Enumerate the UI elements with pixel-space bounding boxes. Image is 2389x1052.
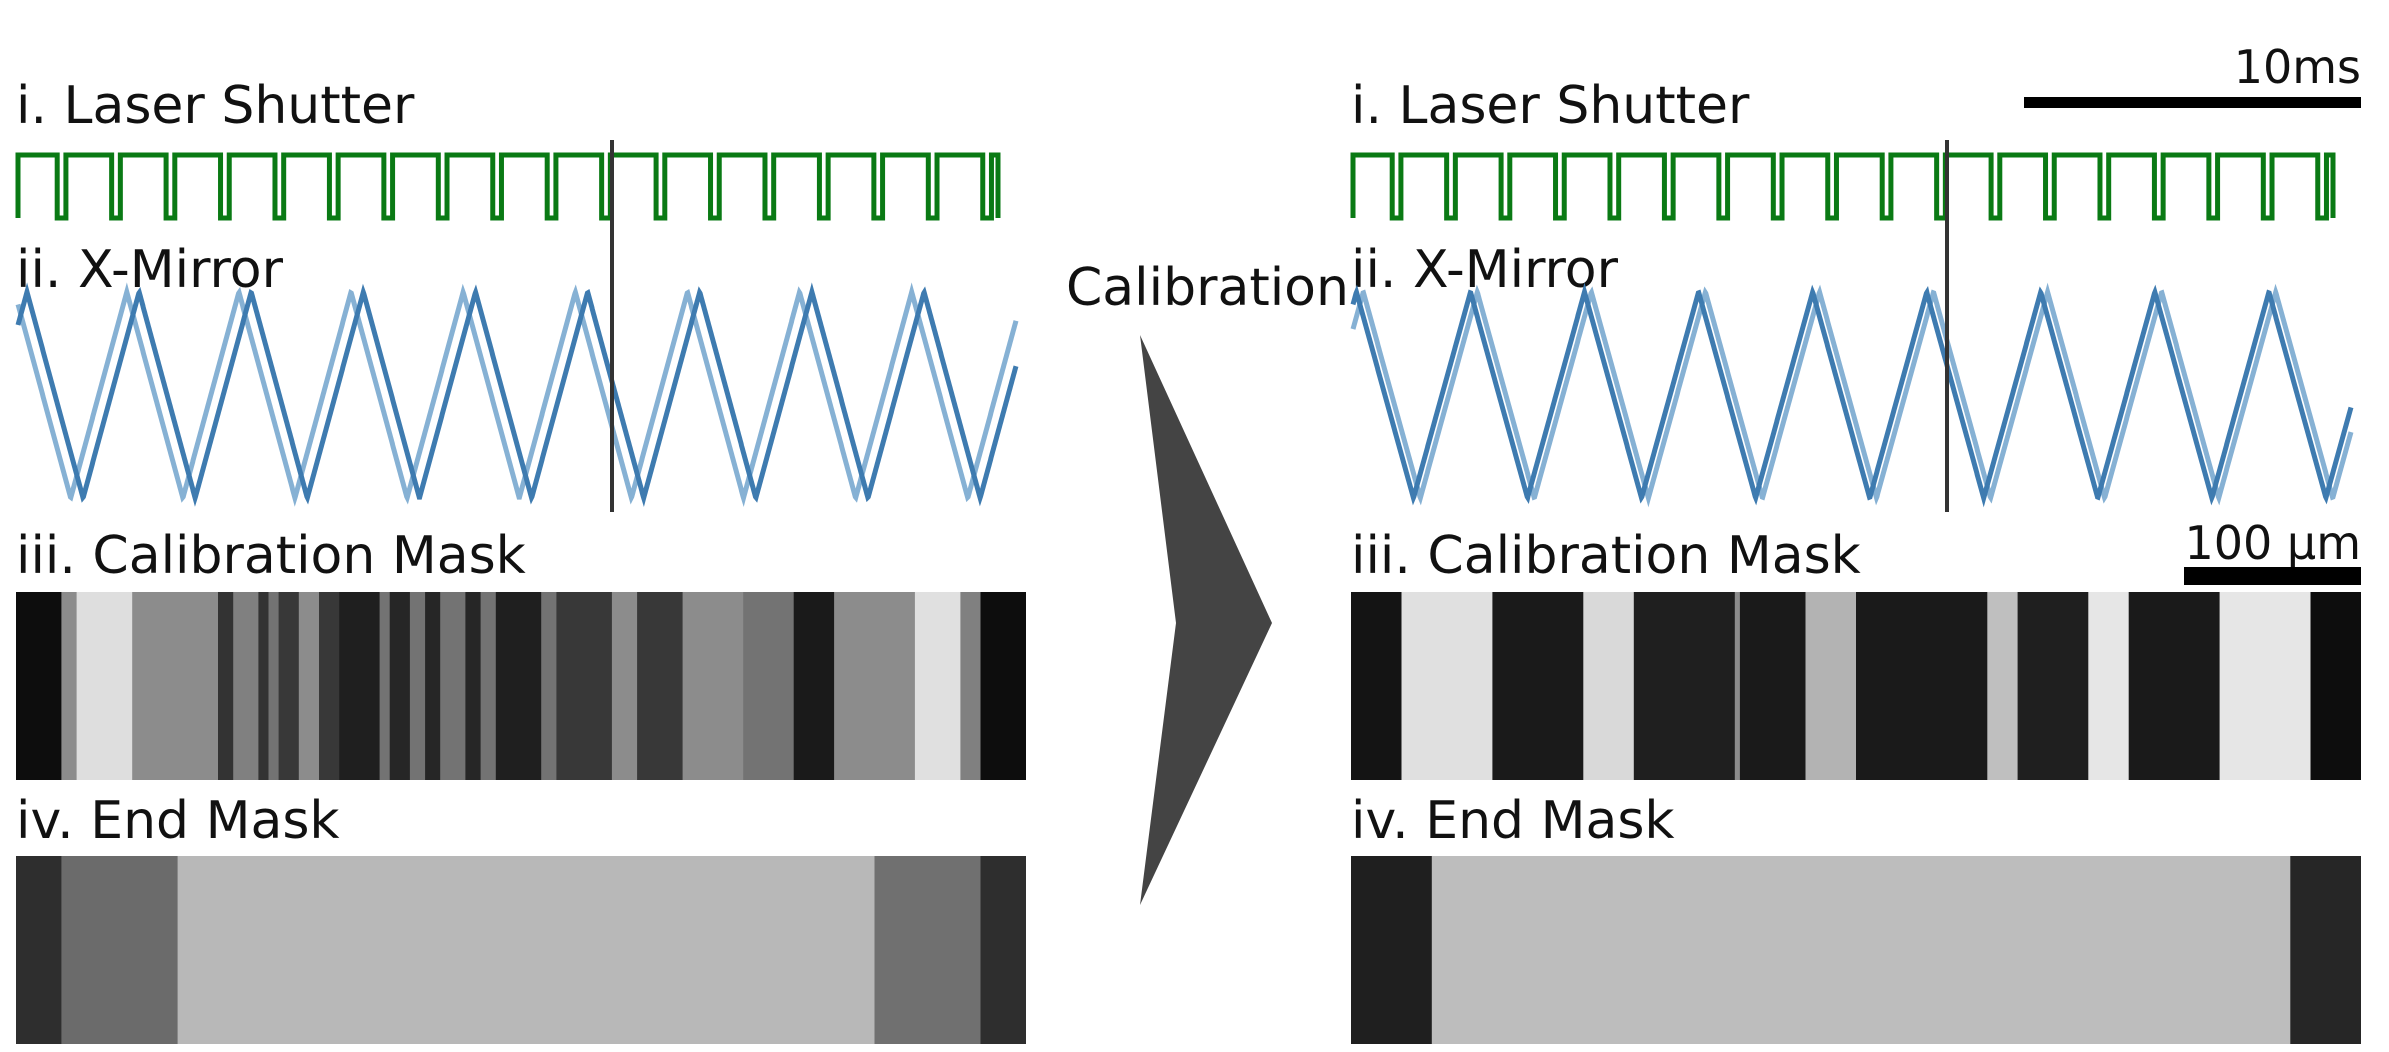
left-calibration-mask-band xyxy=(637,592,684,780)
right-calibration-mask-band xyxy=(2219,592,2312,780)
left-calibration-mask-band xyxy=(682,592,744,780)
left-calibration-mask-band xyxy=(793,592,835,780)
left-calibration-mask-band xyxy=(480,592,497,780)
left-calibration-mask-band xyxy=(319,592,340,780)
left-end-mask-band xyxy=(16,856,62,1044)
left-calibration-mask-band xyxy=(218,592,234,780)
right-mirror-trace-measured xyxy=(1350,282,2354,508)
space-scale-label: 100 µm xyxy=(2184,516,2362,570)
left-calibration-mask-band xyxy=(495,592,542,780)
left-calibration-mask-band xyxy=(960,592,982,780)
right-laser-shutter-label: i. Laser Shutter xyxy=(1351,76,1750,136)
time-scale-bar xyxy=(2024,97,2361,108)
right-end-mask-image xyxy=(1351,856,2361,1044)
left-calibration-mask-band xyxy=(465,592,482,780)
right-calibration-mask-band xyxy=(1805,592,1857,780)
left-x-mirror-label: ii. X-Mirror xyxy=(16,240,283,300)
right-calibration-mask-band xyxy=(1583,592,1635,780)
right-shutter-trace xyxy=(1350,152,2336,221)
right-calibration-mask-band xyxy=(1987,592,2019,780)
left-calibration-mask-band xyxy=(16,592,62,780)
right-calibration-mask-label: iii. Calibration Mask xyxy=(1351,526,1861,586)
right-x-mirror-label: ii. X-Mirror xyxy=(1351,240,1618,300)
left-calibration-mask-band xyxy=(278,592,300,780)
left-calibration-mask-band xyxy=(389,592,411,780)
left-calibration-mask-band xyxy=(61,592,78,780)
right-panel: 10ms i. Laser Shutter ii. X-Mirror iii. … xyxy=(1350,0,2362,1052)
left-calibration-mask-label: iii. Calibration Mask xyxy=(16,526,526,586)
left-end-mask-label: iv. End Mask xyxy=(16,791,340,851)
left-mirror-trace-reference xyxy=(15,282,1019,507)
right-calibration-mask-band xyxy=(1633,592,1736,780)
left-calibration-mask-band xyxy=(611,592,638,780)
left-end-mask-band xyxy=(980,856,1026,1044)
right-calibration-mask-band xyxy=(2088,592,2130,780)
left-calibration-mask-band xyxy=(440,592,467,780)
right-calibration-mask-band xyxy=(1492,592,1584,780)
left-calibration-mask-band xyxy=(147,592,219,780)
right-calibration-mask-image xyxy=(1351,592,2361,780)
left-calibration-mask-band xyxy=(233,592,259,780)
left-calibration-mask-band xyxy=(268,592,280,780)
left-calibration-mask-band xyxy=(914,592,961,780)
calibration-arrow-group: Calibration xyxy=(1040,0,1350,1052)
left-panel: i. Laser Shutter ii. X-Mirror iii. Calib… xyxy=(15,0,1026,1052)
left-signal-traces xyxy=(15,140,1019,512)
time-scale-label: 10ms xyxy=(2233,40,2361,94)
left-calibration-mask-image xyxy=(16,592,1026,780)
left-calibration-mask-band xyxy=(298,592,320,780)
calibration-arrow-icon xyxy=(1140,335,1272,905)
space-scale-bar xyxy=(2184,567,2361,585)
left-calibration-mask-band xyxy=(258,592,270,780)
calibration-title: Calibration xyxy=(1066,258,1349,318)
right-signal-traces xyxy=(1350,140,2354,512)
left-laser-shutter-label: i. Laser Shutter xyxy=(16,76,415,136)
left-end-mask-band xyxy=(61,856,179,1044)
left-calibration-mask-band xyxy=(425,592,441,780)
right-calibration-mask-band xyxy=(1856,592,1988,780)
left-end-mask-band xyxy=(177,856,876,1044)
right-calibration-mask-band xyxy=(2128,592,2221,780)
left-calibration-mask-band xyxy=(980,592,1026,780)
left-calibration-mask-band xyxy=(541,592,557,780)
right-end-mask-label: iv. End Mask xyxy=(1351,791,1675,851)
left-calibration-mask-band xyxy=(76,592,133,780)
right-calibration-mask-band xyxy=(1351,592,1403,780)
left-shutter-trace xyxy=(15,152,1001,221)
left-calibration-mask-band xyxy=(556,592,613,780)
left-calibration-mask-band xyxy=(339,592,381,780)
right-mirror-trace-reference xyxy=(1350,282,2354,508)
left-end-mask-image xyxy=(16,856,1026,1044)
left-calibration-mask-band xyxy=(409,592,426,780)
right-end-mask-band xyxy=(1351,856,1433,1044)
right-end-mask-band xyxy=(2290,856,2361,1044)
left-end-mask-band xyxy=(874,856,982,1044)
left-calibration-mask-band xyxy=(132,592,148,780)
right-calibration-mask-band xyxy=(1401,592,1493,780)
right-calibration-mask-band xyxy=(1739,592,1807,780)
right-calibration-mask-band xyxy=(1734,592,1741,780)
right-end-mask-band xyxy=(1431,856,2291,1044)
left-calibration-mask-band xyxy=(834,592,916,780)
left-mirror-trace-measured xyxy=(15,282,1019,507)
left-calibration-mask-band xyxy=(379,592,391,780)
right-calibration-mask-band xyxy=(2017,592,2089,780)
right-calibration-mask-band xyxy=(2310,592,2361,780)
left-calibration-mask-band xyxy=(743,592,795,780)
